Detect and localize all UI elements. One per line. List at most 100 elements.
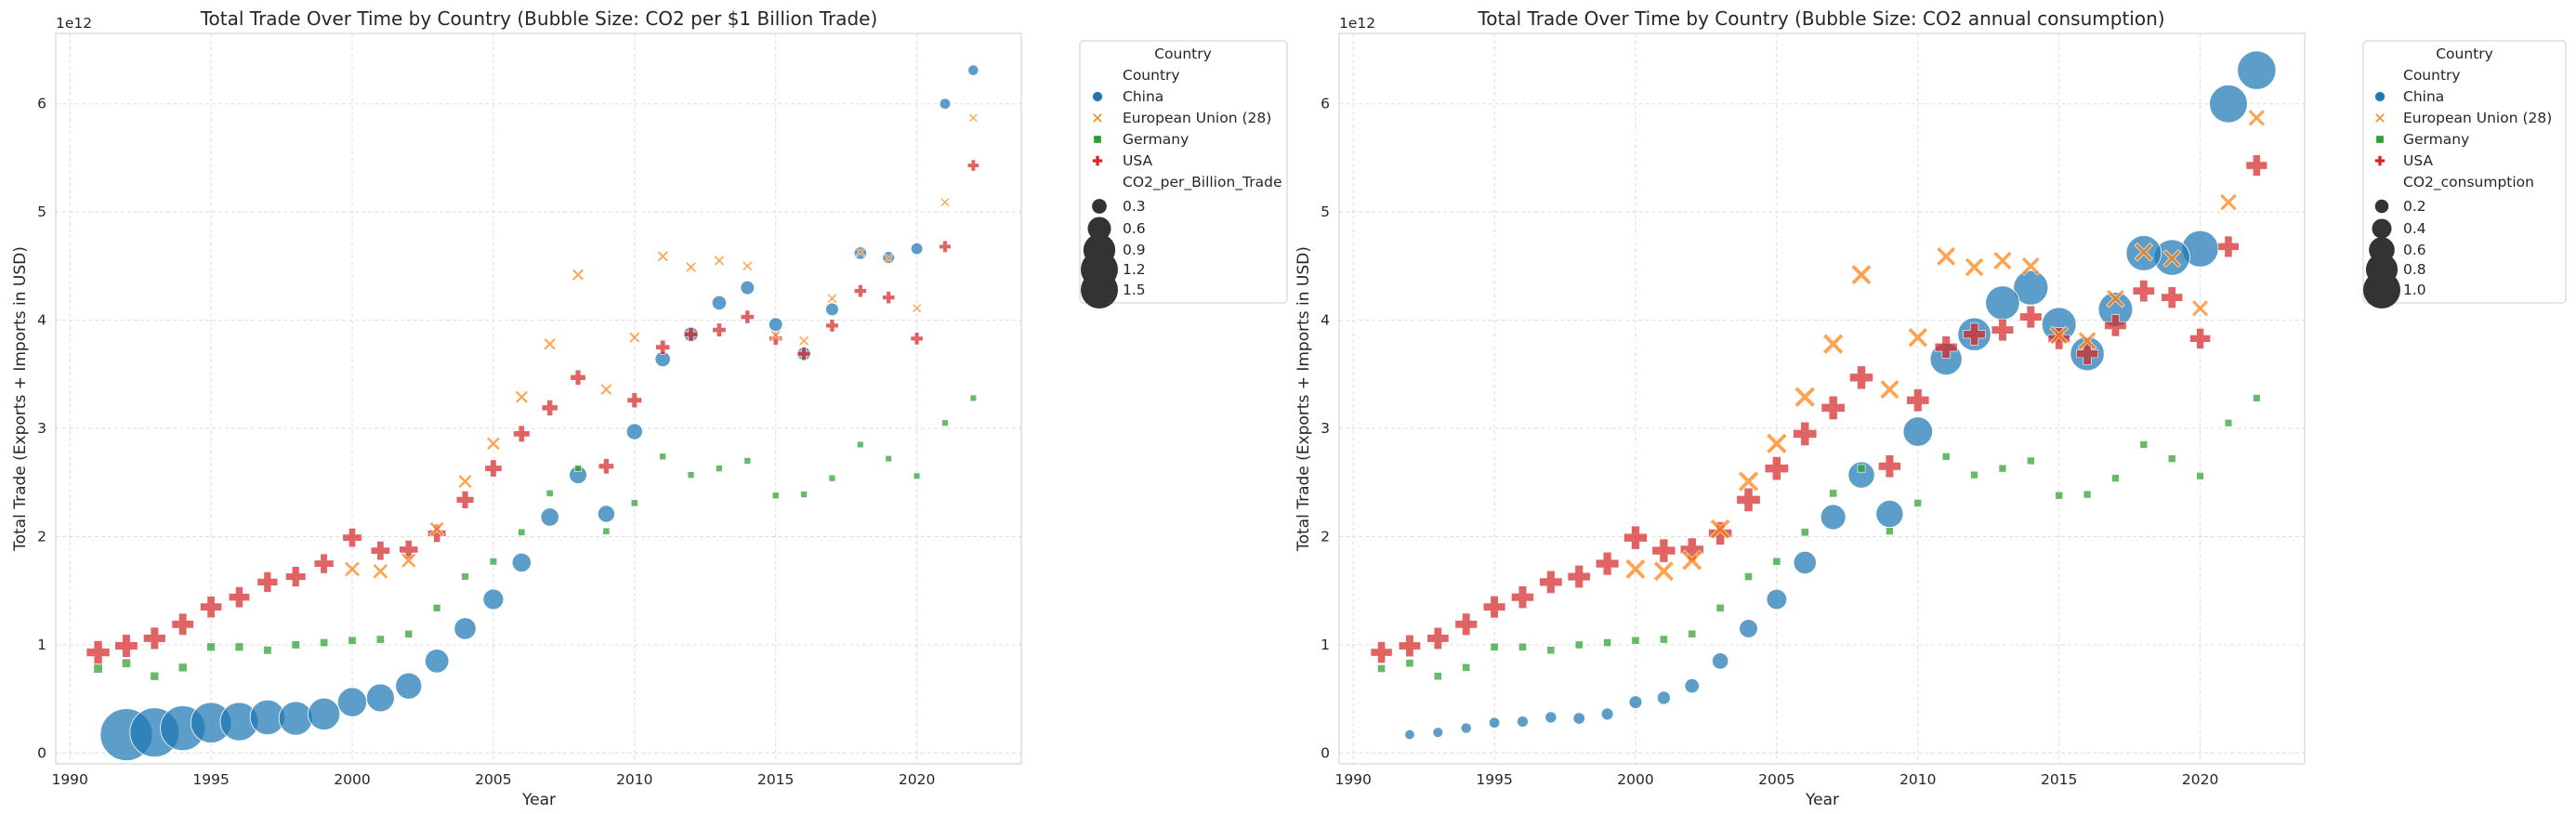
chart-right-point-usa [1426, 626, 1450, 650]
chart-right-point-china [1820, 504, 1847, 531]
chart-right-point-usa [1708, 521, 1732, 545]
chart-left-legend-entry: China [1092, 88, 1163, 105]
chart-left-point-usa [740, 309, 755, 324]
chart-left-x-tick-label: 2000 [334, 771, 370, 788]
chart-left-point-usa [256, 571, 279, 593]
chart-right-point-germany [1886, 527, 1894, 535]
chart-right-x-tick-label: 1995 [1476, 771, 1512, 788]
chart-right-point-germany [1998, 464, 2007, 473]
chart-left-point-china [453, 617, 477, 640]
chart-left-legend-marker-eu [1092, 112, 1103, 124]
chart-left-point-germany [941, 419, 949, 427]
chart-left-y-tick-label: 2 [37, 528, 46, 545]
chart-right-point-china [1985, 285, 2020, 321]
chart-left-point-european-union-28 [628, 331, 641, 344]
chart-left-grid [56, 33, 1021, 764]
chart-right-point-usa [1906, 388, 1930, 413]
legend-size-circle [1087, 217, 1111, 241]
chart-left-point-germany [432, 604, 441, 612]
chart-right-point-germany [1688, 629, 1697, 638]
chart-left-point-european-union-28 [826, 293, 838, 304]
chart-right-point-china [1656, 690, 1671, 705]
chart-right-point-usa [1934, 335, 1958, 360]
chart-right-point-germany [1913, 499, 1923, 507]
chart-left-legend-marker-usa [1092, 155, 1103, 166]
chart-left-legend-size-label: 1.2 [1123, 261, 1146, 278]
chart-right-point-germany [2055, 491, 2063, 500]
chart-right-legend-label-germany: Germany [2403, 131, 2469, 148]
chart-right-point-china [1684, 677, 1700, 694]
chart-left-point-usa [114, 634, 138, 658]
chart-left-point-european-union-28 [855, 246, 866, 257]
chart-left-point-usa [484, 459, 503, 478]
chart-left-point-usa [683, 327, 699, 342]
chart-right-point-china [2013, 269, 2049, 306]
chart-left-point-european-union-28 [599, 383, 613, 396]
chart-left-point-china [482, 588, 505, 610]
chart-left-point-china [939, 98, 952, 110]
chart-left-y-tick-label: 6 [37, 96, 46, 112]
chart-left-y-tick-label: 3 [37, 420, 46, 437]
chart-left-y-tick-label: 5 [37, 204, 46, 220]
chart-left-point-germany [659, 453, 666, 461]
chart-right-point-china [1711, 652, 1729, 670]
chart-left-point-european-union-28 [968, 112, 979, 123]
chart-left-point-germany [150, 671, 160, 681]
chart-left-point-usa [455, 491, 475, 509]
chart-right-point-germany [1857, 464, 1866, 473]
chart-left-point-germany [602, 527, 611, 535]
legend-marker-shape [2374, 155, 2385, 166]
chart-right-point-european-union-28 [1879, 379, 1900, 400]
chart-right-point-china [1460, 722, 1472, 734]
chart-left-legend-label-eu: European Union (28) [1123, 110, 1271, 126]
chart-right-legend-marker-eu [2374, 112, 2385, 124]
chart-right-legend-hue-title: Country [2403, 67, 2461, 84]
chart-right-point-china [1544, 711, 1557, 724]
chart-left-x-tick-label: 2015 [757, 771, 794, 788]
chart-right-point-germany [1518, 642, 1527, 651]
chart-left-point-china [365, 683, 395, 713]
chart-right-point-european-union-28 [1766, 432, 1788, 454]
chart-right-legend-label-usa: USA [2403, 152, 2433, 169]
legend-marker-shape [2374, 91, 2385, 102]
chart-left-point-germany [969, 394, 978, 402]
chart-right-point-germany [2083, 490, 2092, 499]
chart-right-point-usa [1736, 487, 1761, 512]
chart-right-point-usa [1595, 551, 1620, 576]
chart-right-legend-marker-germany [2375, 135, 2385, 144]
chart-right-grid [1339, 33, 2305, 764]
chart-left-point-european-union-28 [769, 330, 782, 341]
chart-left-point-usa [882, 291, 896, 305]
chart-left-legend-label-china: China [1123, 88, 1163, 105]
chart-right-legend-box [2362, 40, 2567, 304]
chart-left-legend-entry: USA [1092, 152, 1152, 169]
chart-right-point-european-union-28 [2191, 299, 2209, 318]
chart-right-point-usa [1793, 421, 1818, 446]
chart-right-point-china [1600, 707, 1614, 721]
chart-right-plot-frame [1338, 33, 2306, 765]
chart-right-point-germany [2111, 474, 2120, 482]
chart-left-point-usa [200, 596, 222, 619]
chart-right-y-tick-label: 0 [1321, 744, 1330, 761]
chart-left-point-germany [743, 457, 752, 465]
chart-left-x-tick-label: 2005 [475, 771, 511, 788]
chart-left-point-european-union-28 [656, 250, 669, 263]
chart-right-point-usa [1820, 395, 1846, 420]
chart-right-point-germany [1800, 528, 1809, 537]
chart-left-point-usa [910, 332, 924, 346]
chart-left-legend-size-marker [1092, 199, 1107, 214]
chart-left-point-usa [285, 566, 307, 587]
chart-left-point-usa [655, 339, 671, 355]
chart-left-point-usa [143, 626, 166, 650]
chart-left-point-china [625, 423, 643, 440]
chart-right-point-china [1432, 727, 1444, 739]
chart-right-point-european-union-28 [1936, 246, 1956, 267]
chart-left-point-european-union-28 [883, 253, 894, 264]
chart-left-legend-size-title: CO2_per_Billion_Trade [1123, 174, 1281, 191]
chart-left-point-germany [489, 558, 498, 566]
chart-right-legend-size-title: CO2_consumption [2403, 174, 2534, 191]
chart-right-legend-size-marker [2374, 199, 2389, 214]
chart-left-point-germany [574, 465, 582, 472]
chart-left-point-usa [85, 640, 111, 664]
chart-right-x-ticks: 1990 1995 2000 2005 2010 2015 2020 [1334, 771, 2218, 788]
